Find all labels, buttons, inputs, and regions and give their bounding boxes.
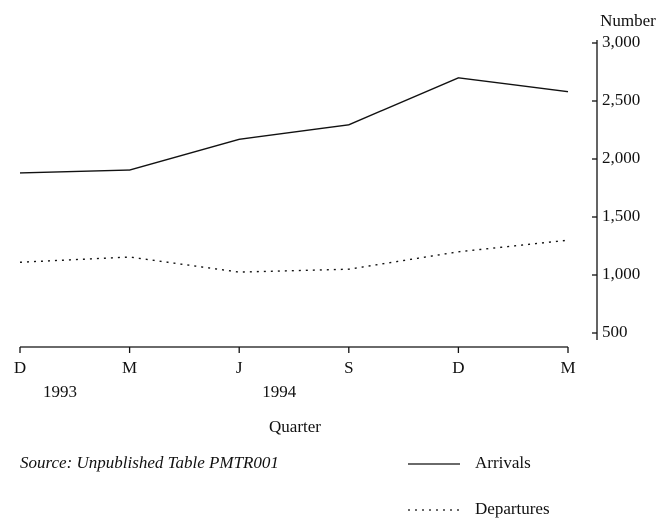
x-tick-label: M <box>560 358 575 377</box>
y-tick-label: 2,500 <box>602 90 640 109</box>
x-tick-label: J <box>236 358 243 377</box>
source-note: Source: Unpublished Table PMTR001 <box>20 453 279 472</box>
y-tick-label: 3,000 <box>602 32 640 51</box>
x-tick-label: D <box>14 358 26 377</box>
x-tick-label: M <box>122 358 137 377</box>
y-tick-label: 2,000 <box>602 148 640 167</box>
series-line <box>19 77 569 174</box>
x-year-label: 1994 <box>262 382 297 401</box>
x-axis-label: Quarter <box>269 417 321 436</box>
series-line <box>19 239 569 273</box>
y-axis-label: Number <box>600 11 656 30</box>
x-tick-label: S <box>344 358 353 377</box>
legend-label: Departures <box>475 499 550 518</box>
x-year-label: 1993 <box>43 382 77 401</box>
y-tick-label: 500 <box>602 322 628 341</box>
y-tick-label: 1,000 <box>602 264 640 283</box>
x-tick-label: D <box>452 358 464 377</box>
y-tick-label: 1,500 <box>602 206 640 225</box>
legend-label: Arrivals <box>475 453 531 472</box>
